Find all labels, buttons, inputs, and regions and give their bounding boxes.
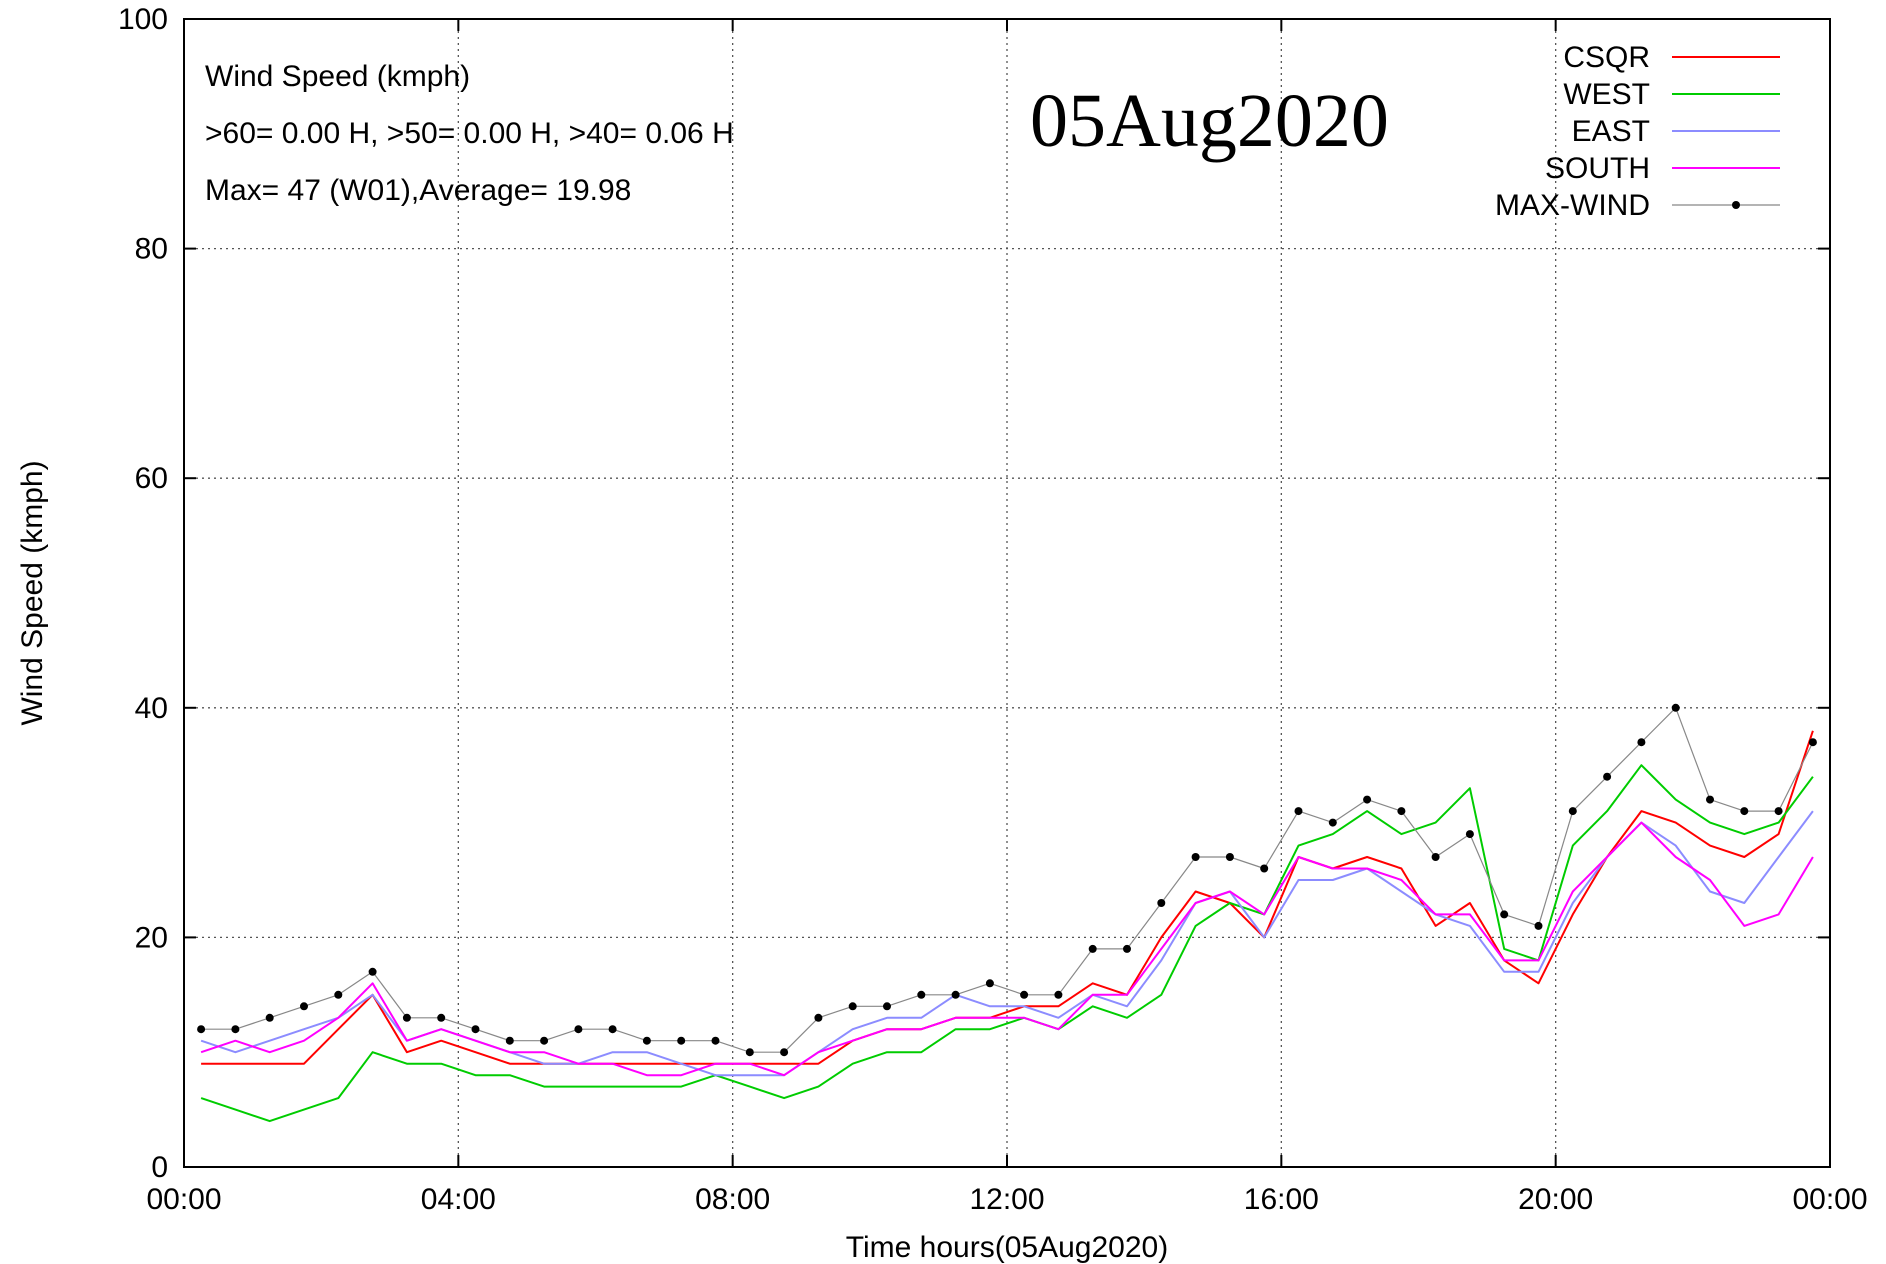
date-stamp: 05Aug2020 <box>1030 79 1389 163</box>
x-tick-label: 12:00 <box>969 1183 1044 1216</box>
max-wind-point <box>574 1025 583 1034</box>
max-wind-point <box>1260 864 1269 873</box>
max-wind-point <box>1363 795 1372 804</box>
max-wind-point <box>231 1025 240 1034</box>
axis-ticks: 0 20 40 60 80 100 00:00 04:00 08:00 12:00 16:00 20:… <box>118 3 1868 1216</box>
max-wind-point <box>265 1013 274 1022</box>
y-tick-label: 0 <box>151 1151 168 1184</box>
max-wind-point <box>471 1025 480 1034</box>
legend-label: WEST <box>1563 78 1650 111</box>
max-wind-point <box>814 1013 823 1022</box>
x-tick-label: 16:00 <box>1244 1183 1319 1216</box>
max-wind-point <box>540 1036 549 1045</box>
max-wind-point <box>1534 921 1543 930</box>
max-wind-point <box>437 1013 446 1022</box>
max-wind-point <box>677 1036 686 1045</box>
y-tick-label: 100 <box>118 3 168 36</box>
max-wind-point <box>711 1036 720 1045</box>
max-wind-point <box>334 990 343 999</box>
max-wind-point <box>1225 853 1234 861</box>
legend-label: MAX-WIND <box>1495 189 1650 222</box>
legend-marker <box>1732 201 1740 209</box>
max-wind-point <box>1328 818 1337 827</box>
legend-label: EAST <box>1572 115 1650 148</box>
max-wind-point <box>1637 738 1646 747</box>
max-wind-point <box>505 1036 514 1045</box>
max-wind-point <box>848 1002 857 1011</box>
max-wind-point <box>1123 944 1131 953</box>
x-tick-label: 00:00 <box>1792 1183 1867 1216</box>
max-wind-point <box>1431 853 1440 861</box>
max-wind-point <box>402 1013 411 1022</box>
max-wind-point <box>197 1025 206 1034</box>
series-line-csqr <box>201 730 1814 1065</box>
x-tick-label: 20:00 <box>1518 1183 1593 1216</box>
max-wind-point <box>642 1036 651 1045</box>
max-wind-point <box>1603 772 1612 781</box>
max-wind-point <box>883 1002 891 1011</box>
max-wind-point <box>1054 990 1063 999</box>
max-wind-point <box>1740 807 1749 816</box>
max-wind-point <box>1500 910 1509 919</box>
max-wind-point <box>1157 899 1166 907</box>
max-wind-point <box>951 990 960 999</box>
max-wind-point <box>1294 807 1303 816</box>
legend-label: SOUTH <box>1545 152 1650 185</box>
legend: CSQR WEST EAST SOUTH MAX-WIND <box>1495 41 1780 222</box>
max-wind-point <box>1774 807 1783 816</box>
max-wind-point <box>917 990 926 999</box>
legend-label: CSQR <box>1563 41 1650 74</box>
max-wind-point <box>1706 795 1714 804</box>
max-wind-point <box>1397 807 1406 816</box>
x-tick-label: 00:00 <box>146 1183 221 1216</box>
x-tick-label: 08:00 <box>695 1183 770 1216</box>
x-tick-label: 04:00 <box>421 1183 496 1216</box>
y-tick-label: 80 <box>135 233 168 266</box>
y-tick-label: 40 <box>135 692 168 725</box>
series-line-max-wind <box>201 707 1814 1053</box>
series-line-west <box>200 764 1814 1123</box>
max-wind-point <box>1191 853 1200 861</box>
max-wind-point <box>608 1025 617 1034</box>
max-wind-point <box>1568 807 1577 816</box>
y-tick-label: 60 <box>135 462 168 495</box>
annotation-max-average: Max= 47 (W01),Average= 19.98 <box>205 174 631 207</box>
max-wind-point <box>1020 990 1029 999</box>
max-wind-point <box>745 1048 754 1057</box>
series-line-south <box>200 821 1814 1077</box>
max-wind-point <box>300 1002 308 1011</box>
y-axis-title: Wind Speed (kmph) <box>16 460 49 725</box>
max-wind-point <box>1808 738 1817 747</box>
max-wind-point <box>985 979 994 988</box>
grid <box>184 19 1830 1167</box>
max-wind-point <box>1465 830 1474 839</box>
annotation-hours: >60= 0.00 H, >50= 0.00 H, >40= 0.06 H <box>205 117 734 150</box>
max-wind-point <box>368 967 377 976</box>
annotation-title: Wind Speed (kmph) <box>205 60 470 93</box>
max-wind-point <box>1088 944 1097 953</box>
max-wind-point <box>780 1048 789 1057</box>
x-axis-title: Time hours(05Aug2020) <box>846 1231 1168 1264</box>
y-tick-label: 20 <box>135 921 168 954</box>
max-wind-point <box>1671 703 1680 712</box>
series-lines <box>197 703 1817 1123</box>
